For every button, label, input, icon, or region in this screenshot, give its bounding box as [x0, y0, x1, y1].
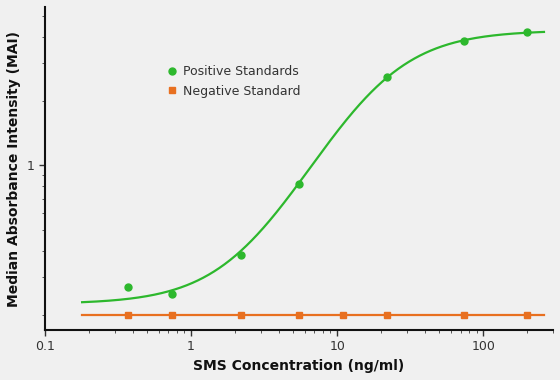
Negative Standard	[384, 313, 390, 317]
Positive Standards	[524, 30, 531, 34]
X-axis label: SMS Concentration (ng/ml): SMS Concentration (ng/ml)	[193, 359, 404, 373]
Negative Standard	[237, 313, 244, 317]
Positive Standards	[124, 285, 131, 289]
Y-axis label: Median Absorbance Intensity (MAI): Median Absorbance Intensity (MAI)	[7, 30, 21, 307]
Negative Standard	[124, 313, 131, 317]
Line: Positive Standards: Positive Standards	[124, 28, 531, 298]
Positive Standards	[296, 182, 302, 186]
Negative Standard	[169, 313, 175, 317]
Negative Standard	[461, 313, 468, 317]
Positive Standards	[384, 74, 390, 79]
Legend: Positive Standards, Negative Standard: Positive Standards, Negative Standard	[163, 62, 304, 101]
Positive Standards	[169, 292, 175, 296]
Positive Standards	[237, 253, 244, 258]
Positive Standards	[461, 39, 468, 44]
Negative Standard	[524, 313, 531, 317]
Line: Negative Standard: Negative Standard	[125, 312, 530, 318]
Negative Standard	[340, 313, 347, 317]
Negative Standard	[296, 313, 302, 317]
